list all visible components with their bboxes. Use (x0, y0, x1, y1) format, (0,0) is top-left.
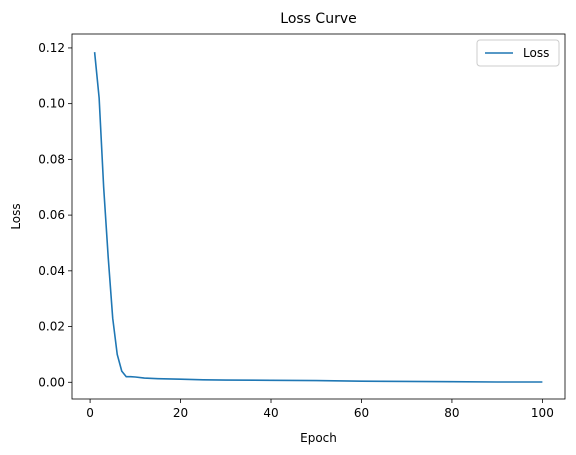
y-tick-label: 0.10 (38, 97, 65, 111)
plot-frame (71, 33, 566, 400)
series-line-loss (93, 52, 543, 383)
legend-box (476, 39, 560, 67)
x-tick-label: 80 (444, 406, 459, 420)
ticks-layer: 0 20 40 60 80 100 0.00 0.02 0.04 0.06 0.08 0.10 0.12 (38, 41, 554, 420)
x-axis-label: Epoch (300, 431, 337, 445)
x-tick-label: 100 (531, 406, 554, 420)
y-tick-label: 0.00 (38, 375, 65, 389)
x-tick-label: 0 (86, 406, 94, 420)
chart-title: Loss Curve (280, 11, 356, 27)
x-tick-label: 40 (263, 406, 278, 420)
y-tick-label: 0.04 (38, 264, 65, 278)
legend: Loss (476, 39, 560, 67)
y-tick-label: 0.06 (38, 208, 65, 222)
y-tick-label: 0.02 (38, 320, 65, 334)
series-layer (93, 52, 543, 383)
y-tick-label: 0.08 (38, 152, 65, 166)
y-axis-label: Loss (9, 203, 23, 229)
x-tick-label: 60 (354, 406, 369, 420)
y-tick-label: 0.12 (38, 41, 65, 55)
x-tick-label: 20 (173, 406, 188, 420)
legend-label-loss: Loss (523, 46, 549, 60)
